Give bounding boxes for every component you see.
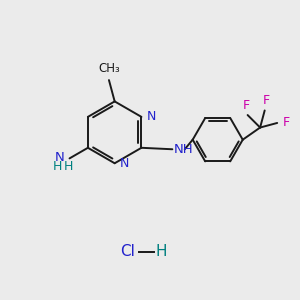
- Text: N: N: [55, 151, 64, 164]
- Text: F: F: [243, 98, 250, 112]
- Text: CH₃: CH₃: [98, 62, 120, 75]
- Text: F: F: [262, 94, 270, 107]
- Text: H: H: [63, 160, 73, 173]
- Text: H: H: [53, 160, 62, 173]
- Text: N: N: [120, 157, 129, 170]
- Text: Cl: Cl: [121, 244, 135, 259]
- Text: H: H: [155, 244, 167, 259]
- Text: N: N: [146, 110, 156, 123]
- Text: F: F: [283, 116, 290, 130]
- Text: NH: NH: [174, 143, 194, 156]
